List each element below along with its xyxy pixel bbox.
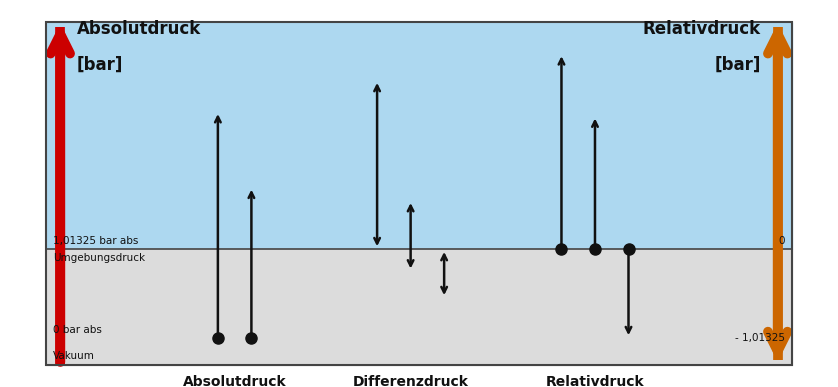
Text: Absolutdruck: Absolutdruck [77,21,201,38]
Text: Vakuum: Vakuum [53,351,95,361]
Text: Umgebungsdruck: Umgebungsdruck [53,253,145,263]
Text: Relativdruck: Relativdruck [643,21,761,38]
Text: Differenzdruck: Differenzdruck [353,375,468,387]
Text: Relativdruck: Relativdruck [546,375,644,387]
Text: 0 bar abs: 0 bar abs [53,325,101,334]
Bar [46,22,792,365]
Text: 1,01325 bar abs: 1,01325 bar abs [53,236,138,245]
Text: [bar]: [bar] [715,56,761,74]
Text: - 1,01325: - 1,01325 [735,333,785,343]
Text: [bar]: [bar] [77,56,123,74]
Text: 0: 0 [779,236,785,245]
Text: Absolutdruck: Absolutdruck [183,375,287,387]
